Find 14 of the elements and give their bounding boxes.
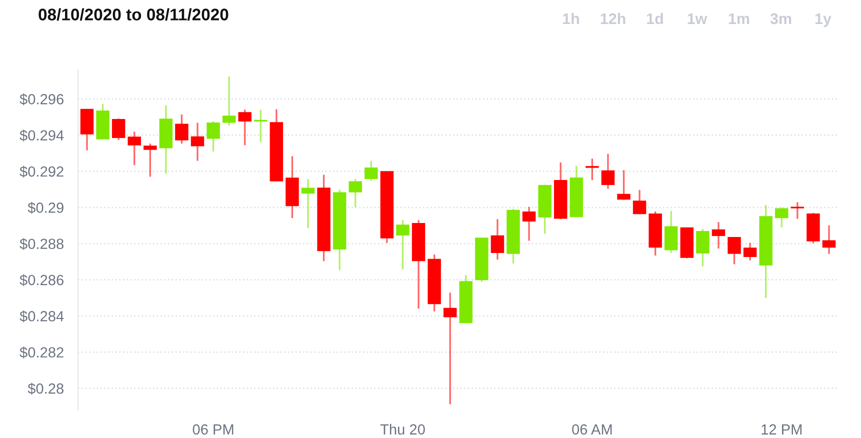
y-tick-label: $0.294 (20, 130, 64, 142)
y-tick-label: $0.292 (20, 166, 64, 178)
y-tick-label: $0.286 (20, 274, 64, 286)
x-tick-label: 12 PM (762, 424, 802, 434)
x-tick-label: Thu 20 (380, 424, 425, 435)
y-tick-label: $0.288 (20, 238, 64, 250)
x-tick-label: 06 PM (192, 424, 234, 435)
y-tick-label: $0.282 (20, 346, 64, 358)
y-tick-label: $0.284 (20, 310, 64, 322)
x-tick-label: 06 AM (572, 424, 612, 435)
y-tick-label: $0.28 (28, 382, 64, 395)
y-tick-label: $0.29 (28, 202, 64, 214)
y-tick-label: $0.296 (20, 93, 64, 106)
chart-title: 08/10/2020 to 08/11/2020 (38, 8, 228, 21)
